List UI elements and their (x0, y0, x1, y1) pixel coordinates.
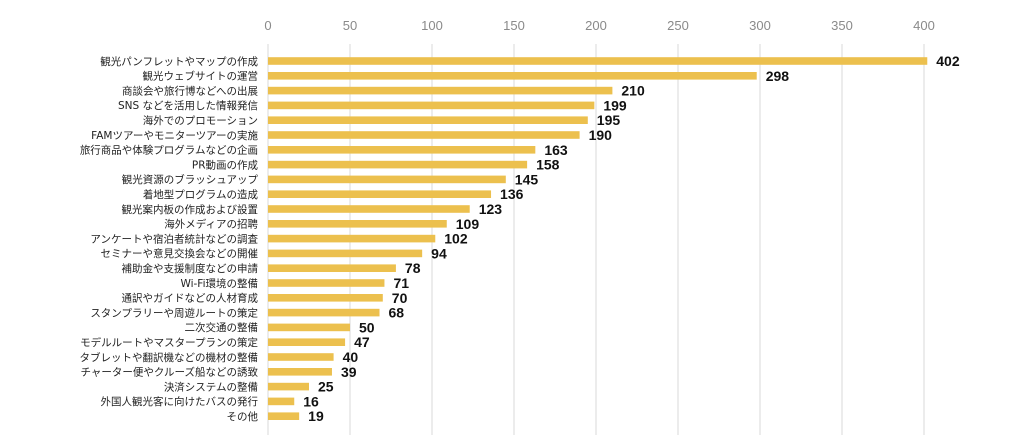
category-label: 決済システムの整備 (164, 380, 258, 393)
category-label: セミナーや意見交換会などの開催 (101, 247, 259, 260)
category-label: 観光案内板の作成および設置 (122, 203, 259, 216)
bars (268, 57, 928, 420)
value-label: 40 (343, 349, 359, 365)
value-label: 123 (479, 201, 503, 217)
value-label: 136 (500, 186, 524, 202)
bar (268, 101, 595, 110)
value-label: 145 (515, 171, 539, 187)
category-label: その他 (227, 410, 259, 423)
value-label: 402 (936, 53, 960, 69)
bar (268, 175, 506, 184)
value-label: 47 (354, 334, 370, 350)
bar (268, 338, 346, 346)
category-label: 観光パンフレットやマップの作成 (100, 55, 258, 68)
value-label: 190 (589, 127, 613, 143)
x-tick-label: 400 (913, 18, 935, 33)
value-label: 163 (544, 142, 568, 158)
bar (268, 234, 436, 243)
x-tick-labels: 0 50 100 150 200 250 300 350 400 (264, 18, 934, 33)
category-label: 着地型プログラムの造成 (143, 188, 259, 201)
bar (268, 72, 757, 80)
value-label: 25 (318, 379, 334, 395)
value-label: 19 (308, 408, 324, 424)
category-label: 外国人観光客に向けたバスの発行 (101, 395, 259, 408)
bar (268, 323, 350, 332)
category-label: 二次交通の整備 (185, 321, 259, 334)
bar (268, 57, 928, 65)
value-label: 158 (536, 157, 560, 173)
category-label: 海外でのプロモーション (143, 114, 258, 127)
value-label: 199 (603, 97, 627, 113)
bar (268, 146, 536, 154)
bar (268, 190, 492, 198)
value-label: 39 (341, 364, 357, 380)
x-tick-label: 50 (343, 18, 357, 33)
bar (268, 368, 332, 376)
bar (268, 397, 295, 406)
category-label: チャーター便やクルーズ船などの誘致 (80, 366, 258, 379)
x-tick-label: 150 (503, 18, 525, 33)
bar (268, 160, 528, 169)
value-label: 102 (444, 231, 468, 247)
bar (268, 220, 447, 228)
bar (268, 353, 334, 361)
x-tick-label: 100 (421, 18, 443, 33)
bar (268, 412, 300, 420)
value-label: 50 (359, 319, 375, 335)
value-label: 16 (303, 393, 319, 409)
category-label: 商談会や旅行博などへの出展 (122, 84, 258, 97)
category-label: アンケートや宿泊者統計などの調査 (90, 232, 258, 245)
category-label: SNS などを活用した情報発信 (118, 99, 258, 112)
x-tick-label: 0 (264, 18, 271, 33)
x-tick-label: 200 (585, 18, 607, 33)
category-label: 補助金や支援制度などの申請 (122, 262, 259, 275)
bar (268, 382, 309, 391)
category-label: モデルルートやマスタープランの策定 (80, 336, 258, 349)
bar (268, 279, 385, 287)
value-label: 70 (392, 290, 408, 306)
category-label: 旅行商品や体験プログラムなどの企画 (80, 144, 258, 157)
x-tick-label: 350 (831, 18, 853, 33)
bar (268, 86, 613, 95)
x-tick-label: 300 (749, 18, 771, 33)
bar (268, 205, 470, 213)
category-label: 海外メディアの招聘 (164, 218, 258, 231)
category-label: 観光資源のブラッシュアップ (122, 173, 259, 186)
value-label: 109 (456, 216, 480, 232)
bar (268, 264, 396, 272)
category-label: PR動画の作成 (192, 158, 259, 171)
category-label: Wi-Fi環境の整備 (180, 277, 258, 290)
category-label: 通訳やガイドなどの人材育成 (122, 292, 259, 305)
value-label: 210 (621, 83, 645, 99)
value-label: 68 (389, 305, 405, 321)
value-label: 78 (405, 260, 421, 276)
x-tick-label: 250 (667, 18, 689, 33)
bar (268, 249, 423, 258)
value-label: 71 (393, 275, 409, 291)
category-label: スタンプラリーや周遊ルートの策定 (90, 306, 258, 319)
category-label: 観光ウェブサイトの運営 (143, 70, 259, 83)
bar (268, 308, 380, 317)
bar (268, 116, 588, 124)
category-label: FAMツアーやモニターツアーの実施 (91, 129, 258, 142)
category-label: タブレットや翻訳機などの機材の整備 (80, 351, 259, 364)
value-label: 195 (597, 112, 621, 128)
bar (268, 131, 580, 139)
bar (268, 294, 383, 302)
value-label: 94 (431, 245, 447, 261)
value-label: 298 (766, 68, 790, 84)
